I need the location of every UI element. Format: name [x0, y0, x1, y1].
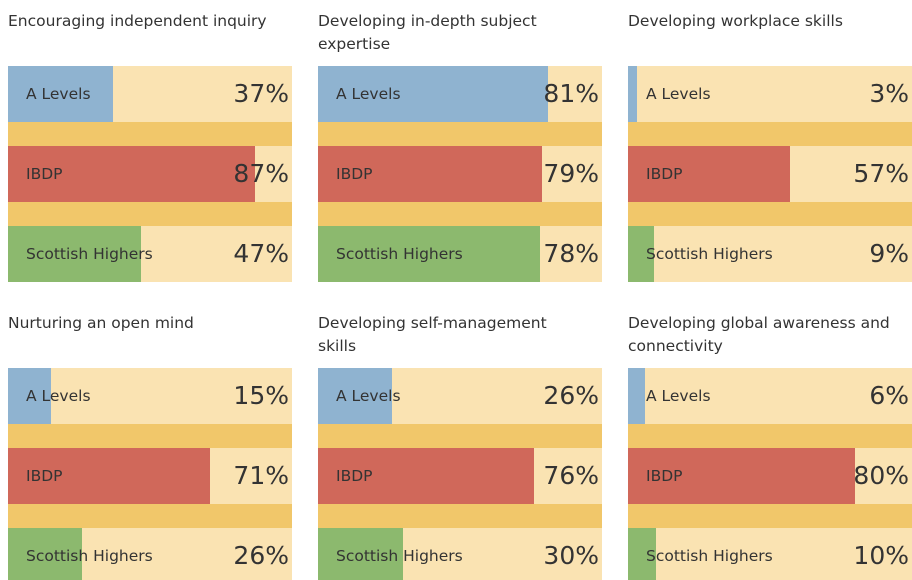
value-label: 30%	[543, 541, 599, 570]
plot-area: A Levels 37% IBDP 87% Scottish Highers 47%	[8, 66, 292, 282]
value-label: 37%	[233, 79, 289, 108]
plot-area: A Levels 15% IBDP 71% Scottish Highers 26%	[8, 368, 292, 580]
category-label: A Levels	[26, 85, 91, 103]
value-label: 78%	[543, 239, 599, 268]
bar	[628, 66, 637, 122]
bar-track: IBDP 71%	[8, 448, 292, 504]
value-label: 26%	[233, 541, 289, 570]
value-label: 80%	[853, 461, 909, 490]
plot-area: A Levels 3% IBDP 57% Scottish Highers 9%	[628, 66, 912, 282]
category-label: A Levels	[646, 85, 711, 103]
category-label: Scottish Highers	[336, 245, 463, 263]
bar-track: Scottish Highers 26%	[8, 528, 292, 580]
value-label: 3%	[869, 79, 909, 108]
plot-area: A Levels 81% IBDP 79% Scottish Highers 78%	[318, 66, 602, 282]
category-label: IBDP	[26, 467, 63, 485]
bar-track: A Levels 15%	[8, 368, 292, 424]
value-label: 47%	[233, 239, 289, 268]
bar	[318, 368, 392, 424]
bar-track: IBDP 87%	[8, 146, 292, 202]
bar-track: A Levels 81%	[318, 66, 602, 122]
value-label: 57%	[853, 159, 909, 188]
value-label: 15%	[233, 381, 289, 410]
chart-title: Encouraging independent inquiry	[8, 12, 267, 30]
bar-track: Scottish Highers 78%	[318, 226, 602, 282]
category-label: Scottish Highers	[26, 245, 153, 263]
bar	[628, 448, 856, 504]
category-label: Scottish Highers	[336, 547, 463, 565]
value-label: 10%	[853, 541, 909, 570]
bar-track: IBDP 79%	[318, 146, 602, 202]
value-label: 71%	[233, 461, 289, 490]
bar-track: IBDP 80%	[628, 448, 912, 504]
category-label: A Levels	[336, 85, 401, 103]
chart-panel: Nurturing an open mind A Levels 15% IBDP 71%…	[8, 302, 292, 580]
bar-track: A Levels 3%	[628, 66, 912, 122]
category-label: Scottish Highers	[646, 547, 773, 565]
category-label: A Levels	[646, 387, 711, 405]
bar	[318, 146, 543, 202]
bar-track: IBDP 76%	[318, 448, 602, 504]
chart-title: Developing in-depth subject expertise	[318, 12, 537, 53]
value-label: 9%	[869, 239, 909, 268]
plot-area: A Levels 6% IBDP 80% Scottish Highers 10%	[628, 368, 912, 580]
chart-panel: Developing in-depth subject expertise A L…	[318, 0, 602, 290]
chart-title: Developing global awareness and connecti…	[628, 314, 890, 355]
bar	[8, 448, 210, 504]
value-label: 76%	[543, 461, 599, 490]
bar	[8, 528, 82, 580]
value-label: 81%	[543, 79, 599, 108]
category-label: Scottish Highers	[26, 547, 153, 565]
bar	[8, 66, 114, 122]
bar-track: Scottish Highers 47%	[8, 226, 292, 282]
chart-panel: Developing global awareness and connecti…	[628, 302, 912, 580]
bar-track: Scottish Highers 9%	[628, 226, 912, 282]
bar-track: A Levels 6%	[628, 368, 912, 424]
chart-panel: Encouraging independent inquiry A Levels 3…	[8, 0, 292, 290]
bar	[318, 528, 404, 580]
category-label: Scottish Highers	[646, 245, 773, 263]
chart-title: Developing self-management skills	[318, 314, 547, 355]
category-label: IBDP	[336, 467, 373, 485]
bar	[8, 368, 51, 424]
category-label: IBDP	[336, 165, 373, 183]
bar-track: A Levels 37%	[8, 66, 292, 122]
chart-panel: Developing self-management skills A Level…	[318, 302, 602, 580]
plot-area: A Levels 26% IBDP 76% Scottish Highers 30%	[318, 368, 602, 580]
chart-panel: Developing workplace skills A Levels 3% IBD…	[628, 0, 912, 290]
chart-title: Nurturing an open mind	[8, 314, 194, 332]
bar	[318, 226, 540, 282]
value-label: 26%	[543, 381, 599, 410]
bar-track: A Levels 26%	[318, 368, 602, 424]
category-label: IBDP	[26, 165, 63, 183]
category-label: IBDP	[646, 165, 683, 183]
bar	[628, 146, 790, 202]
bar-track: Scottish Highers 30%	[318, 528, 602, 580]
value-label: 6%	[869, 381, 909, 410]
bar-track: IBDP 57%	[628, 146, 912, 202]
bar	[628, 368, 646, 424]
category-label: A Levels	[26, 387, 91, 405]
bar	[8, 146, 256, 202]
category-label: A Levels	[336, 387, 401, 405]
bar	[628, 528, 657, 580]
value-label: 87%	[233, 159, 289, 188]
value-label: 79%	[543, 159, 599, 188]
bar	[8, 226, 142, 282]
bar-track: Scottish Highers 10%	[628, 528, 912, 580]
bar	[628, 226, 654, 282]
chart-title: Developing workplace skills	[628, 12, 843, 30]
bar	[318, 448, 534, 504]
category-label: IBDP	[646, 467, 683, 485]
bar	[318, 66, 549, 122]
